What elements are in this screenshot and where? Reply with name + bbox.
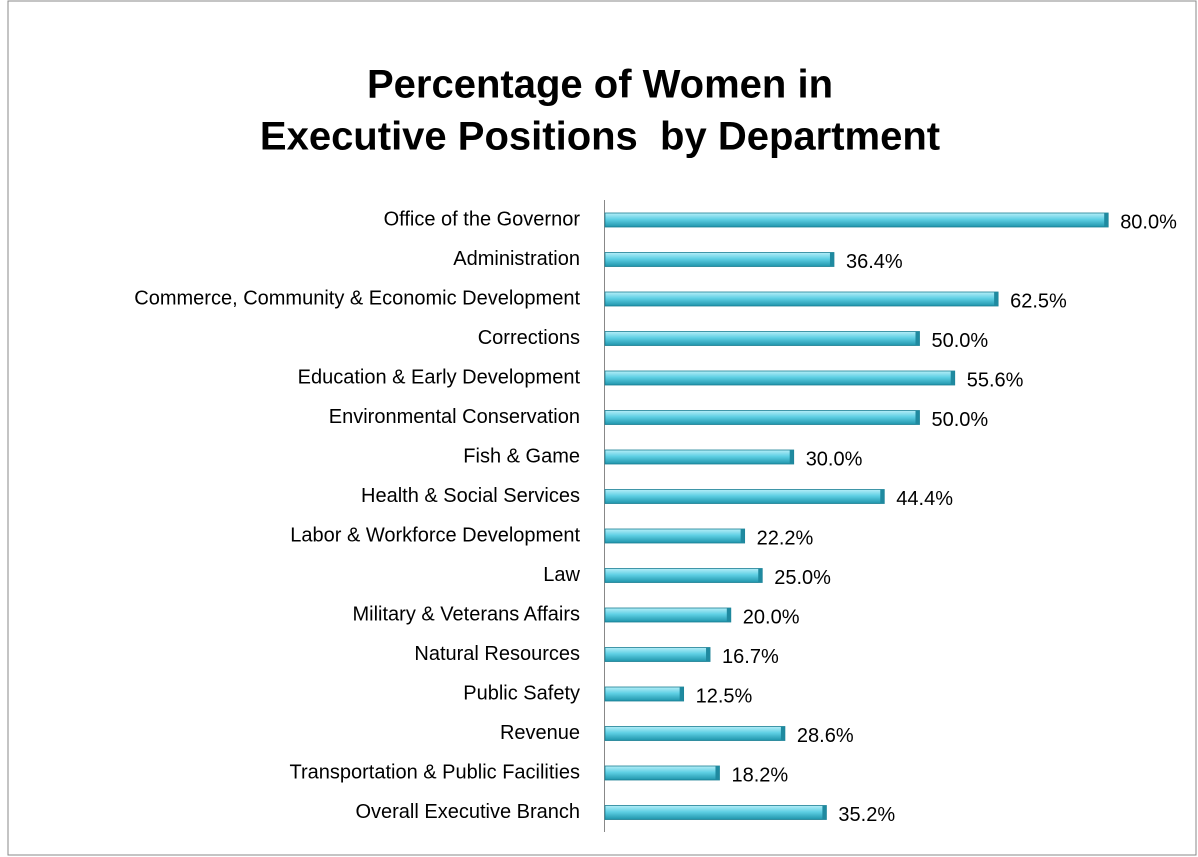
bar-end	[726, 608, 731, 622]
data-label: 20.0%	[743, 606, 800, 628]
y-tick-label: Revenue	[500, 722, 580, 744]
y-tick-label: Transportation & Public Facilities	[290, 761, 581, 783]
bar-end	[679, 687, 684, 701]
data-label: 16.7%	[722, 646, 779, 668]
y-tick-label: Environmental Conservation	[329, 406, 580, 428]
bar	[604, 607, 732, 623]
bar	[604, 765, 720, 781]
bar	[604, 568, 763, 583]
data-label: 18.2%	[731, 764, 788, 786]
chart-title: Executive Positions by Department	[260, 115, 940, 159]
bar	[604, 212, 1109, 228]
frame	[7, 0, 1197, 856]
bar-end	[915, 410, 920, 425]
bar-end	[1104, 213, 1109, 227]
bar	[604, 489, 885, 504]
bar	[604, 647, 711, 662]
data-label: 12.5%	[696, 685, 753, 707]
bar	[604, 291, 999, 307]
bar	[604, 686, 685, 702]
data-label: 30.0%	[806, 448, 863, 470]
y-tick-label: Fish & Game	[463, 445, 580, 467]
y-tick-label: Military & Veterans Affairs	[353, 603, 581, 625]
bar-end	[994, 292, 999, 306]
y-tick-label: Administration	[453, 248, 580, 270]
data-label: 50.0%	[932, 330, 989, 352]
data-label: 80.0%	[1120, 211, 1177, 233]
y-tick-label: Education & Early Development	[298, 366, 581, 388]
y-tick-label: Office of the Governor	[384, 208, 581, 230]
y-tick-label: Health & Social Services	[361, 485, 580, 507]
data-label: 62.5%	[1010, 290, 1067, 312]
data-label: 28.6%	[797, 725, 854, 747]
data-label: 44.4%	[896, 488, 953, 510]
data-label: 25.0%	[774, 567, 831, 589]
bar-end	[829, 252, 834, 267]
bar	[604, 726, 786, 741]
bar	[604, 252, 835, 267]
y-tick-label: Natural Resources	[414, 643, 580, 665]
y-tick-label: Corrections	[478, 327, 580, 349]
bar	[604, 370, 956, 386]
bar-end	[780, 726, 785, 741]
y-tick-label: Labor & Workforce Development	[290, 524, 580, 546]
data-label: 22.2%	[757, 527, 814, 549]
data-label: 35.2%	[838, 804, 895, 826]
chart-title: Percentage of Women in	[367, 63, 833, 107]
y-tick-label: Law	[543, 564, 580, 586]
y-tick-label: Commerce, Community & Economic Developme…	[134, 287, 580, 309]
bar-end	[950, 371, 955, 385]
bar	[604, 528, 746, 544]
bar-end	[789, 450, 794, 464]
bar	[604, 449, 795, 465]
bar-end	[758, 568, 763, 583]
data-label: 55.6%	[967, 369, 1024, 391]
bar-end	[880, 489, 885, 504]
data-label: 36.4%	[846, 251, 903, 273]
bar-end	[822, 805, 827, 820]
bar	[604, 331, 920, 346]
bar-end	[915, 331, 920, 346]
y-tick-label: Public Safety	[463, 682, 580, 704]
y-tick-label: Overall Executive Branch	[355, 801, 580, 823]
bar	[604, 805, 827, 820]
bar-end	[740, 529, 745, 543]
bar	[604, 410, 920, 425]
bar-end	[706, 647, 711, 662]
data-label: 50.0%	[932, 409, 989, 431]
bar-end	[715, 766, 720, 780]
